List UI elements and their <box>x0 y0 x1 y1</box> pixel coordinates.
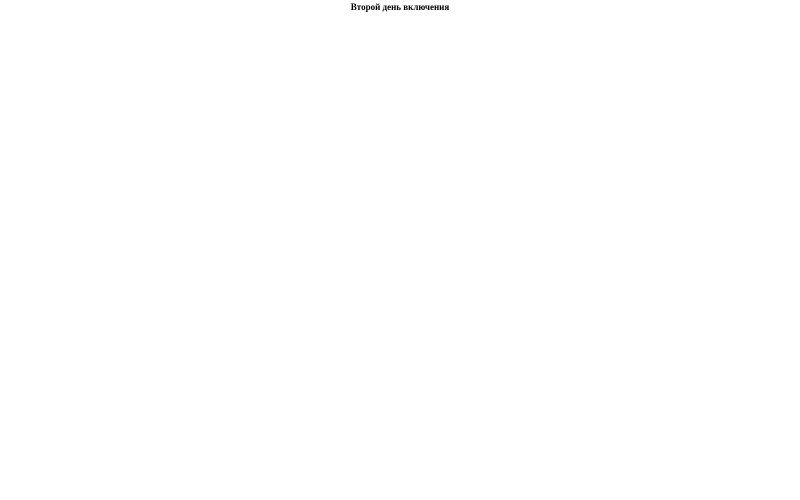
page-title: Второй день включения <box>0 0 800 13</box>
